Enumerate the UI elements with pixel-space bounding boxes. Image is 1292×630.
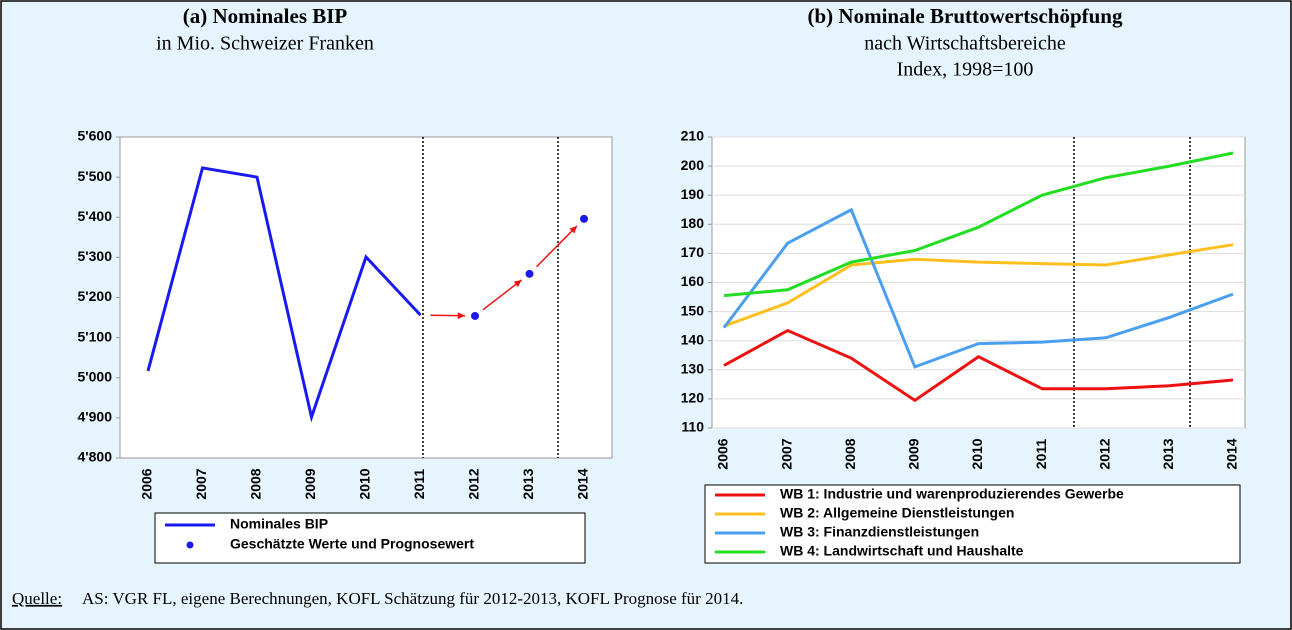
- y-tick-label: 170: [681, 244, 705, 260]
- x-tick-label: 2006: [139, 468, 155, 499]
- source-label: Quelle:: [12, 589, 62, 608]
- y-tick-label: 180: [681, 215, 705, 231]
- series-line: [722, 207, 1234, 369]
- x-tick-label: 2011: [1033, 439, 1049, 470]
- x-tick-label: 2011: [411, 469, 427, 500]
- y-tick-label: 150: [681, 302, 705, 318]
- x-tick-label: 2012: [466, 468, 482, 499]
- y-tick-label: 210: [681, 128, 705, 144]
- x-tick-label: 2013: [1160, 438, 1176, 469]
- y-tick-label: 120: [681, 390, 705, 406]
- y-tick-label: 4'800: [78, 449, 113, 465]
- arrow-head: [569, 225, 577, 234]
- arrow: [482, 279, 523, 311]
- legend-label: WB 2: Allgemeine Dienstleistungen: [780, 505, 1014, 521]
- x-tick-label: 2008: [842, 438, 858, 469]
- x-tick-label: 2013: [520, 468, 536, 499]
- y-tick-label: 110: [681, 419, 704, 435]
- plot-area: [119, 136, 613, 459]
- legend-box: [154, 512, 586, 564]
- series-line: [723, 328, 1234, 403]
- legend-swatch: [186, 541, 194, 549]
- legend-label: Nominales BIP: [230, 516, 328, 532]
- x-tick-label: 2012: [1096, 438, 1112, 469]
- arrow: [536, 225, 578, 268]
- y-tick-label: 140: [681, 331, 705, 347]
- y-tick-label: 130: [681, 361, 705, 377]
- y-tick-label: 4'900: [78, 409, 113, 425]
- legend-label: WB 1: Industrie und warenproduzierendes …: [780, 486, 1124, 502]
- series-line: [146, 166, 422, 423]
- y-tick-label: 5'600: [78, 128, 113, 144]
- chart-subtitle: in Mio. Schweizer Franken: [156, 33, 374, 55]
- series-line: [723, 151, 1234, 298]
- chart-subtitle: nach Wirtschaftsbereiche: [864, 33, 1066, 55]
- estimate-point: [525, 269, 534, 278]
- x-tick-label: 2009: [302, 468, 318, 499]
- estimate-point: [471, 311, 479, 320]
- legend-box: [704, 484, 1241, 564]
- x-tick-label: 2014: [1224, 438, 1240, 469]
- y-tick-label: 190: [681, 186, 705, 202]
- y-tick-label: 5'000: [78, 368, 113, 384]
- series-line: [723, 243, 1234, 328]
- x-tick-label: 2009: [906, 438, 922, 469]
- x-tick-label: 2008: [248, 468, 264, 499]
- chart-subtitle: Index, 1998=100: [897, 59, 1034, 81]
- x-tick-label: 2010: [357, 468, 373, 499]
- chart-title: (b) Nominale Bruttowertschöpfung: [808, 4, 1123, 28]
- x-tick-label: 2007: [193, 468, 209, 499]
- x-tick-label: 2007: [778, 438, 794, 469]
- chart-title: (a) Nominales BIP: [183, 4, 348, 28]
- arrow-head: [513, 279, 522, 288]
- estimate-point: [580, 214, 588, 223]
- legend-label: WB 4: Landwirtschaft und Haushalte: [780, 543, 1024, 559]
- arrow-head: [457, 312, 466, 320]
- y-tick-label: 5'200: [78, 288, 113, 304]
- x-tick-label: 2014: [575, 468, 591, 499]
- legend-label: Geschätzte Werte und Prognosewert: [230, 536, 474, 552]
- y-tick-label: 5'400: [78, 208, 113, 224]
- y-tick-label: 5'300: [78, 248, 113, 264]
- y-tick-label: 5'100: [78, 328, 113, 344]
- y-tick-label: 5'500: [78, 168, 113, 184]
- source: AS: VGR FL, eigene Berechnungen, KOFL Sc…: [82, 589, 743, 608]
- x-tick-label: 2006: [715, 438, 731, 469]
- legend-label: WB 3: Finanzdienstleistungen: [780, 524, 979, 540]
- y-tick-label: 200: [681, 157, 705, 173]
- x-tick-label: 2010: [969, 438, 985, 469]
- y-tick-label: 160: [681, 273, 705, 289]
